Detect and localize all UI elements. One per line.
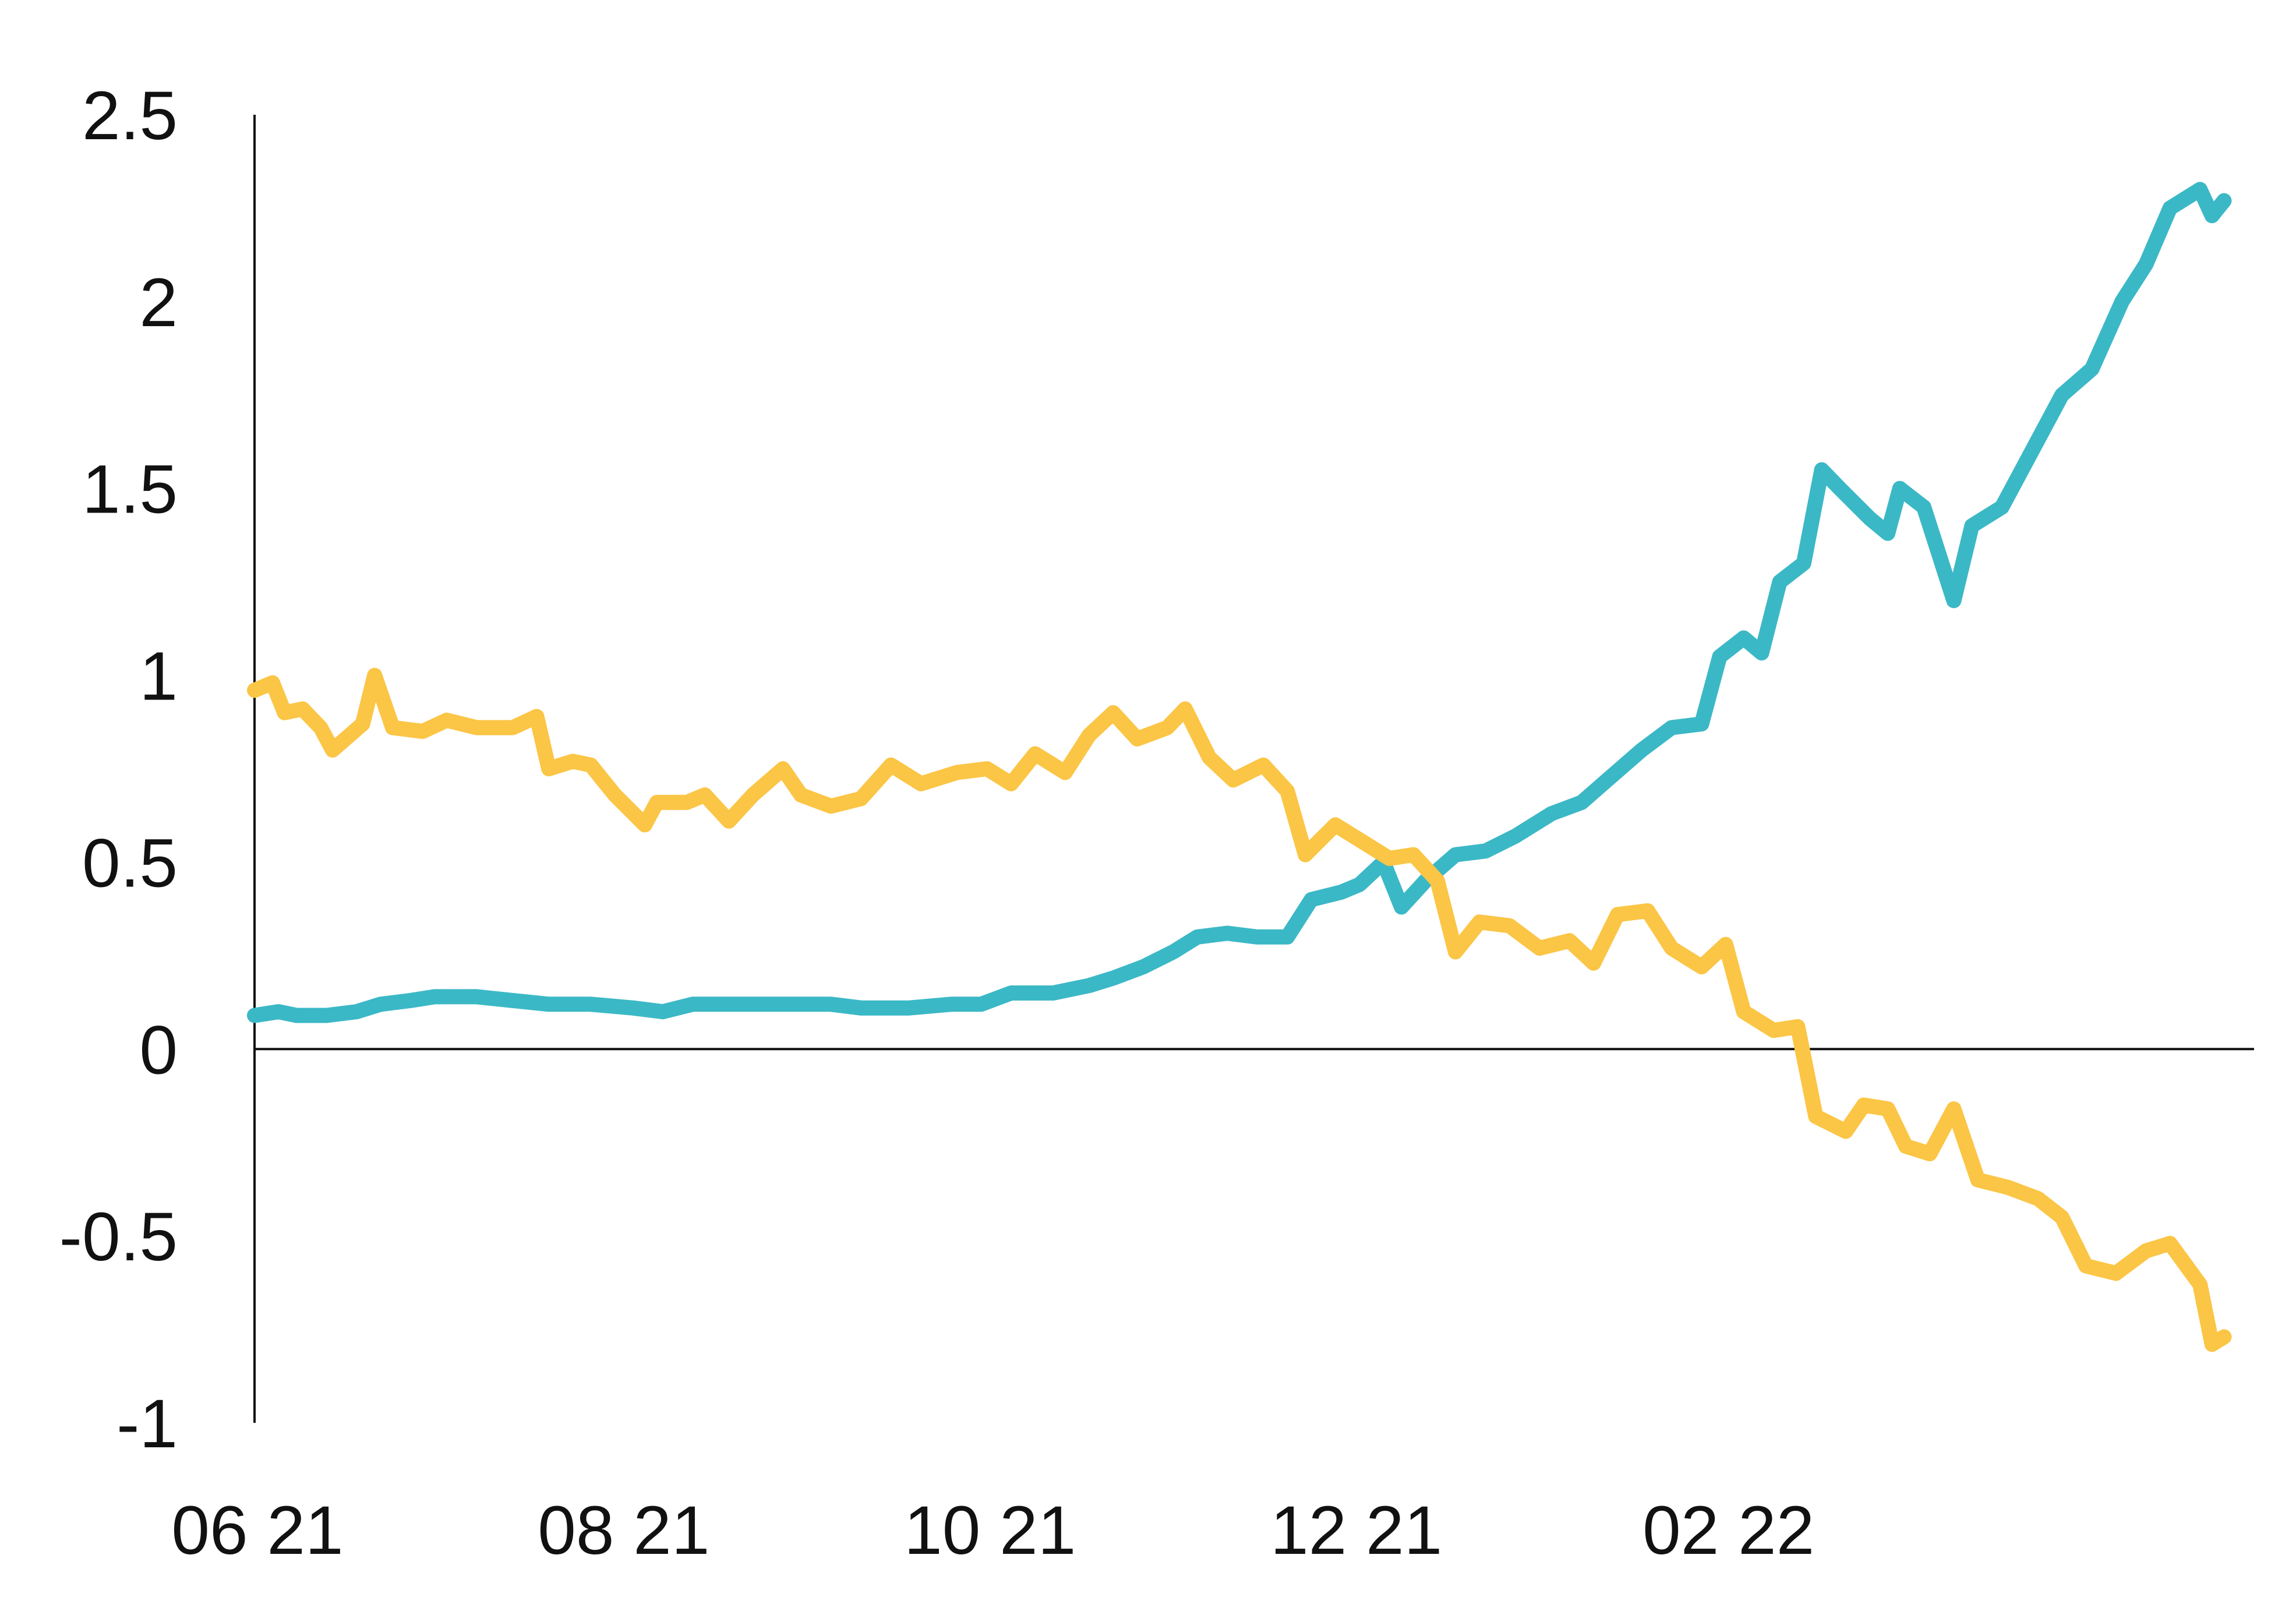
x-tick-label: 12 21 <box>1270 1492 1442 1569</box>
series-line-2 <box>247 667 2232 1352</box>
x-tick-label: 08 21 <box>538 1492 709 1569</box>
x-axis: 06 21 08 21 10 21 12 21 02 22 <box>171 1492 1814 1569</box>
series-line-1 <box>247 182 2232 1023</box>
y-tick-label: 0 <box>139 1012 178 1089</box>
series-lines <box>247 182 2232 1352</box>
x-tick-label: 02 22 <box>1642 1492 1814 1569</box>
x-tick-label: 06 21 <box>171 1492 343 1569</box>
y-tick-label: 2.5 <box>82 77 178 154</box>
y-tick-label: 1 <box>139 638 178 715</box>
x-tick-label: 10 21 <box>904 1492 1076 1569</box>
y-axis: 2.5 2 1.5 1 0.5 0 -0.5 -1 <box>59 77 2254 1462</box>
y-tick-label: 1.5 <box>82 451 178 528</box>
y-tick-label: -0.5 <box>59 1199 178 1275</box>
y-tick-label: 0.5 <box>82 825 178 902</box>
y-tick-label: 2 <box>139 264 178 341</box>
y-tick-label: -1 <box>116 1386 178 1462</box>
